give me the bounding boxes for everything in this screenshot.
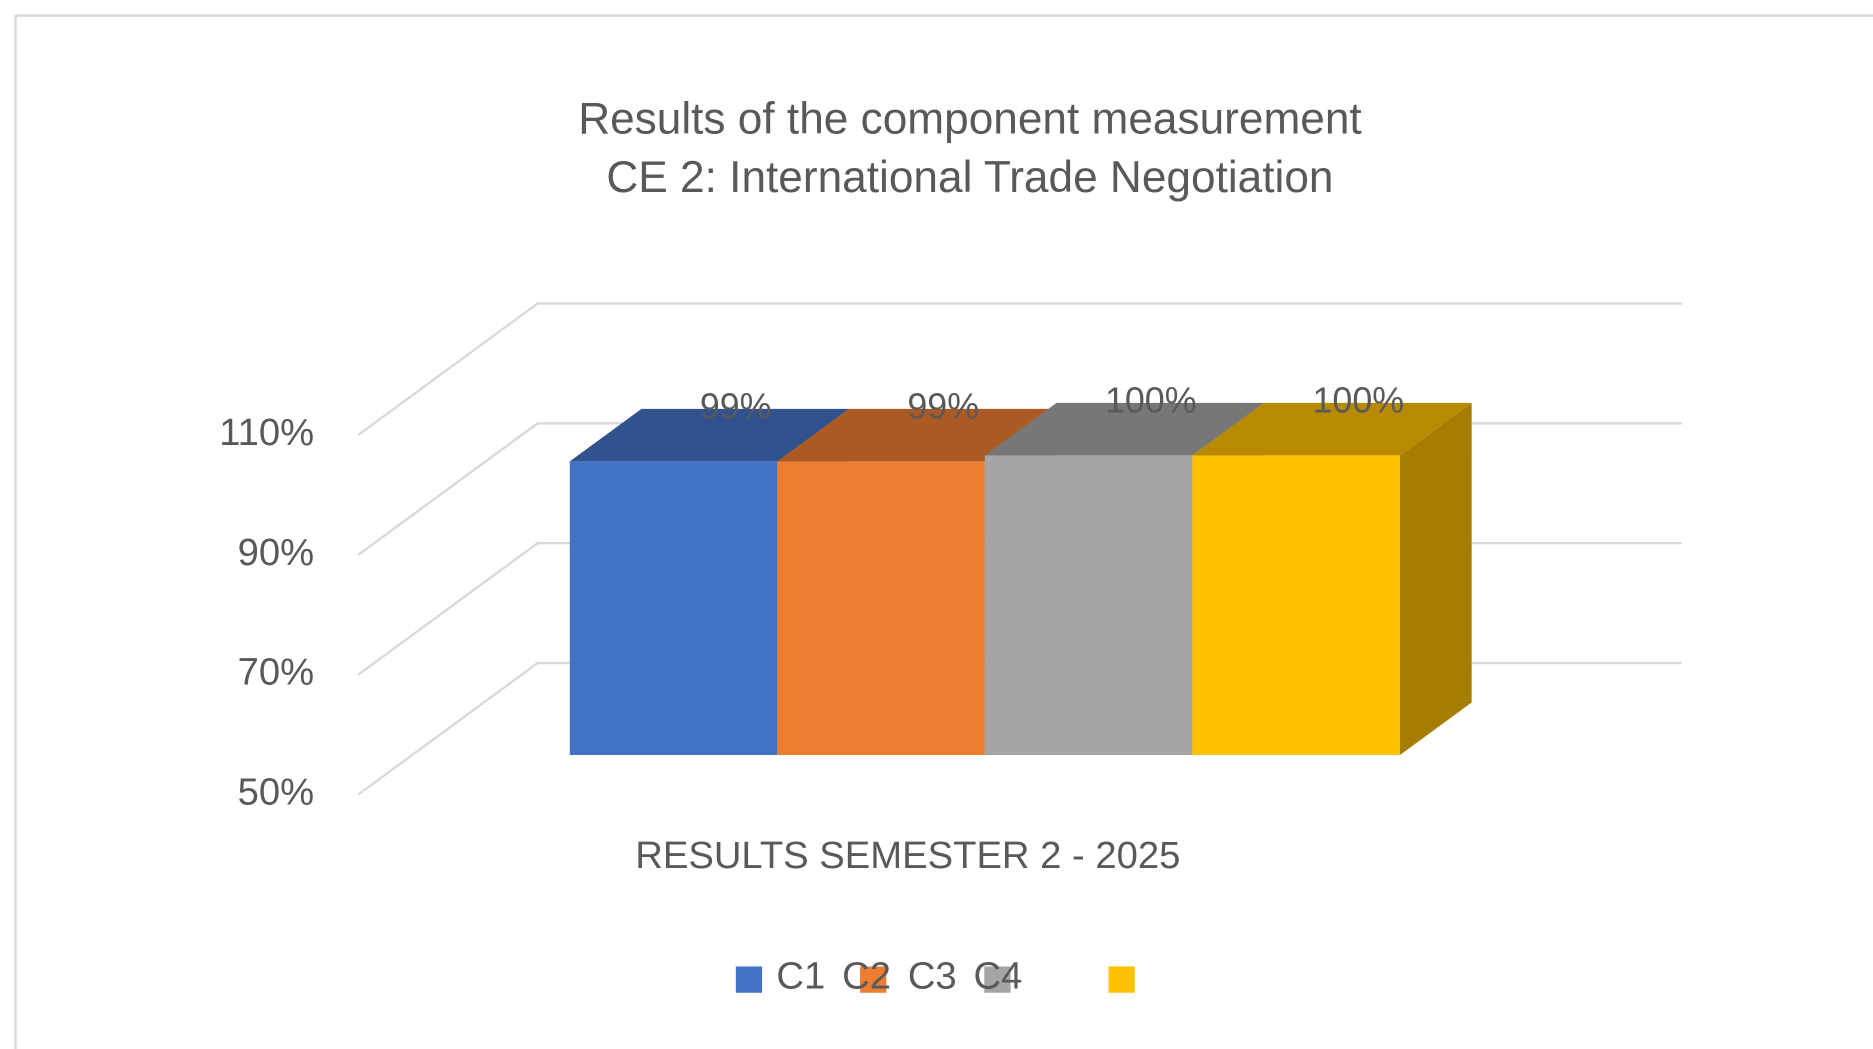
legend-swatch <box>1108 966 1135 993</box>
y-tick-label: 90% <box>238 531 315 574</box>
bar <box>1192 455 1400 756</box>
bar <box>984 455 1193 756</box>
legend-swatch <box>860 966 887 993</box>
legend-label: C4 <box>974 955 1023 998</box>
legend-swatch <box>984 966 1011 993</box>
bar <box>569 461 778 756</box>
grid-line <box>357 302 1682 436</box>
legend-label: C1 <box>776 955 825 998</box>
data-label: 100% <box>1105 380 1197 420</box>
y-tick-label: 110% <box>219 411 314 454</box>
bar-top <box>984 402 1265 456</box>
data-label: 99% <box>700 386 772 426</box>
x-tick-label: RESULTS SEMESTER 2 - 2025 <box>635 834 1180 877</box>
data-label: 100% <box>1312 380 1404 420</box>
legend-label: C2 <box>842 955 891 998</box>
y-tick-label: 50% <box>238 771 315 814</box>
data-label: 99% <box>907 386 979 426</box>
y-tick-label: 70% <box>238 651 315 694</box>
bar-top <box>777 408 1057 462</box>
legend-label: C3 <box>908 955 957 998</box>
chart-title: Results of the component measurement <box>578 95 1362 144</box>
bar-top <box>569 408 850 462</box>
bar-side <box>1399 402 1472 756</box>
bar <box>777 461 985 756</box>
bar-top <box>1192 402 1472 456</box>
chart-title: CE 2: International Trade Negotiation <box>606 153 1333 202</box>
legend-swatch <box>735 966 763 993</box>
